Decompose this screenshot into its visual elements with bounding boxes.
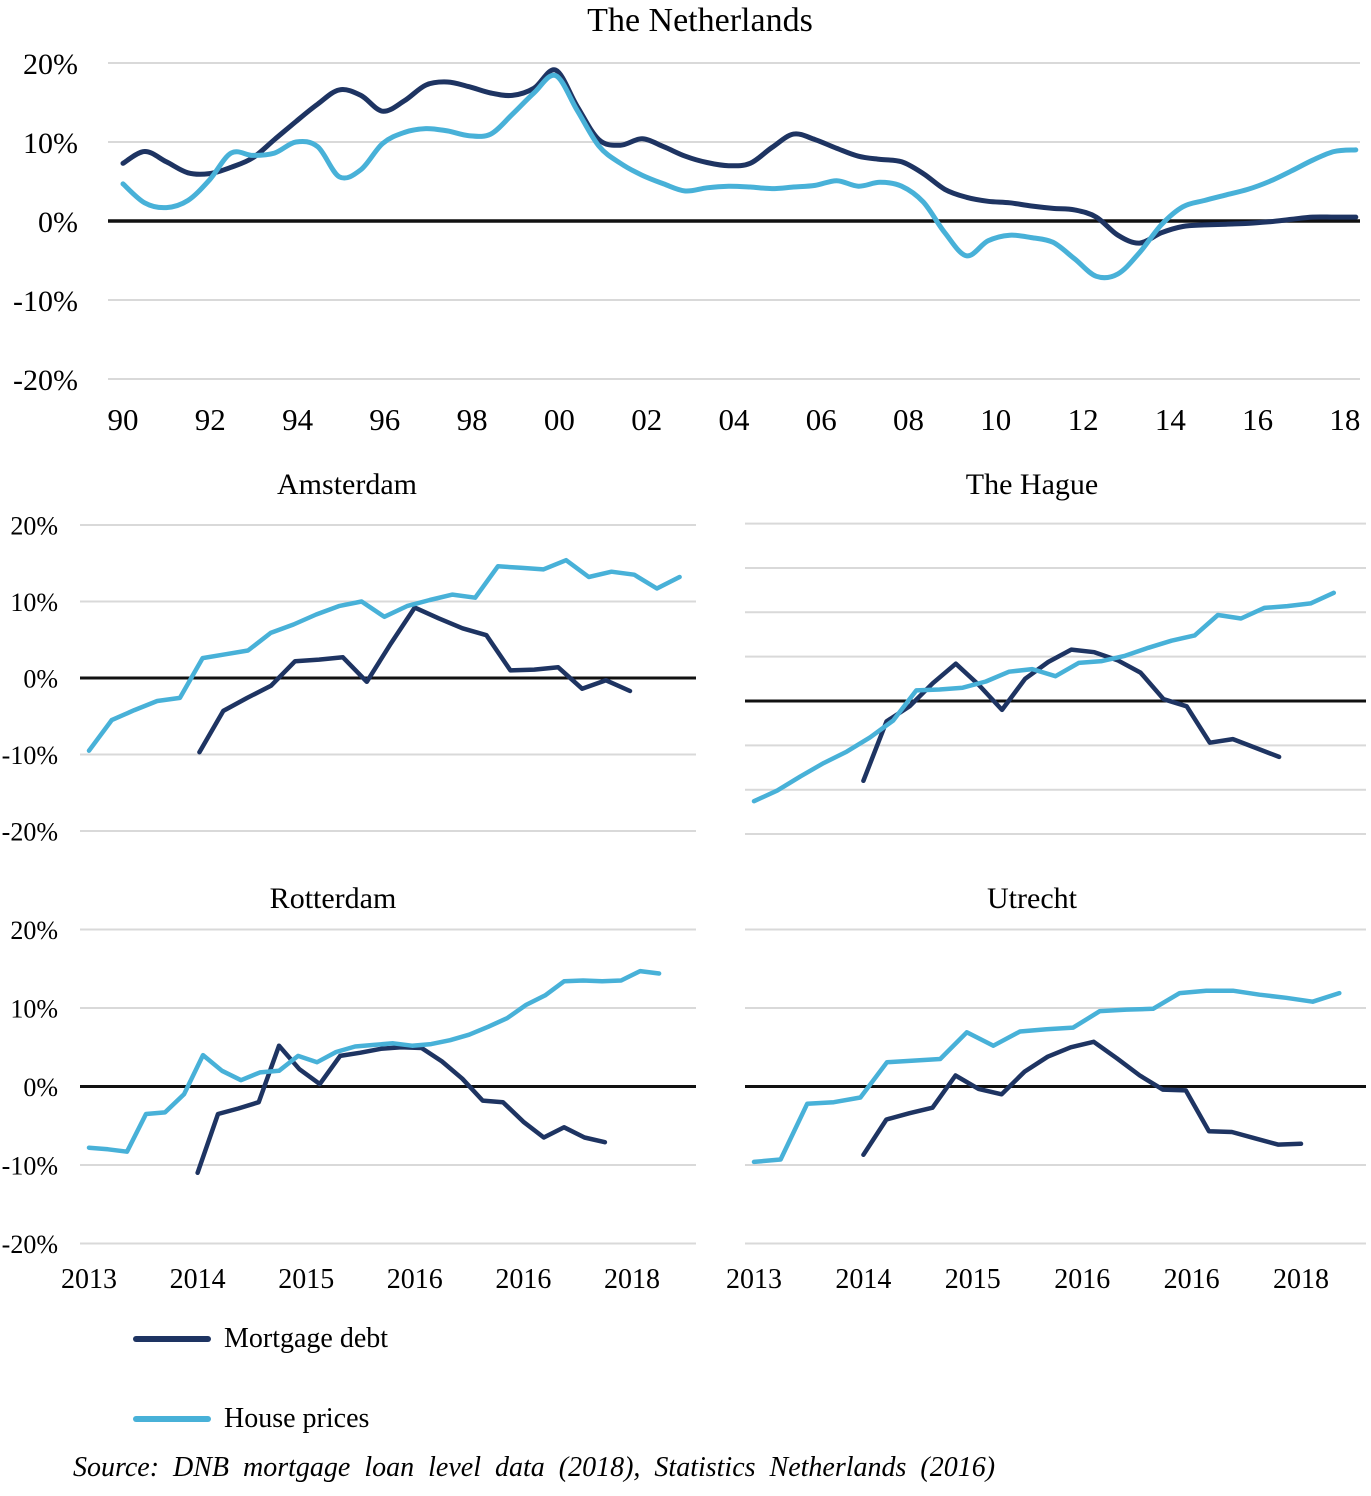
x-tick-label: 2018 [1273, 1264, 1329, 1295]
x-tick-label: 2016 [1164, 1264, 1220, 1295]
legend: Mortgage debt House prices [133, 1322, 388, 1482]
source-note: Source: DNB mortgage loan level data (20… [73, 1452, 996, 1483]
x-tick-label: 90 [108, 402, 139, 437]
x-tick-label: 12 [1068, 402, 1099, 437]
series-line-mortgage-debt [861, 647, 1282, 784]
series-line-mortgage-debt [861, 1039, 1304, 1158]
panel-title-rotterdam: Rotterdam [269, 882, 397, 915]
y-tick-label: 0% [23, 664, 58, 693]
x-tick-label: 04 [719, 402, 751, 437]
legend-label-mortgage-debt: Mortgage debt [224, 1323, 389, 1354]
x-tick-label: 2014 [835, 1264, 891, 1295]
x-tick-label: 14 [1155, 402, 1187, 437]
x-tick-label: 2014 [170, 1264, 226, 1295]
x-tick-label: 16 [1242, 402, 1273, 437]
x-tick-label: 10 [980, 402, 1011, 437]
series-line-house-prices [751, 988, 1342, 1165]
y-tick-label: 0% [23, 1073, 58, 1102]
mortgage-debt-line-swatch [133, 1336, 211, 1342]
y-tick-label: 20% [23, 48, 78, 81]
x-tick-label: 2013 [726, 1264, 782, 1295]
y-tick-label: 10% [10, 588, 58, 617]
series-line-house-prices [86, 968, 662, 1154]
x-tick-label: 96 [369, 402, 400, 437]
y-tick-label: 10% [10, 994, 58, 1023]
y-tick-label: -10% [13, 285, 78, 318]
panel-title-amsterdam: Amsterdam [277, 468, 417, 501]
house-prices-line-swatch [133, 1416, 211, 1422]
series-line-mortgage-debt [195, 1043, 608, 1176]
panel-title-the-hague: The Hague [965, 468, 1099, 501]
y-tick-label: -20% [2, 817, 58, 846]
legend-label-house-prices: House prices [224, 1403, 370, 1434]
legend-item-house-prices: House prices [133, 1402, 388, 1436]
x-tick-label: 94 [282, 402, 314, 437]
figure-title: The Netherlands [587, 2, 813, 39]
x-tick-label: 92 [195, 402, 226, 437]
series-line-house-prices [751, 590, 1337, 804]
x-tick-label: 2016 [387, 1264, 443, 1295]
panel-title-utrecht: Utrecht [987, 882, 1077, 915]
x-tick-label: 2015 [945, 1264, 1001, 1295]
legend-item-mortgage-debt: Mortgage debt [133, 1322, 388, 1356]
x-tick-label: 08 [893, 402, 924, 437]
y-tick-label: -20% [13, 364, 78, 397]
y-tick-label: -20% [2, 1230, 58, 1259]
x-tick-label: 18 [1329, 402, 1360, 437]
x-tick-label: 2016 [1054, 1264, 1110, 1295]
y-tick-label: -10% [2, 741, 58, 770]
y-tick-label: -10% [2, 1151, 58, 1180]
y-tick-label: 0% [38, 206, 78, 239]
x-tick-label: 2018 [604, 1264, 660, 1295]
x-tick-label: 02 [631, 402, 662, 437]
x-tick-label: 98 [457, 402, 488, 437]
x-tick-label: 2015 [278, 1264, 334, 1295]
y-tick-label: 20% [10, 916, 58, 945]
x-tick-label: 2016 [495, 1264, 551, 1295]
y-tick-label: 20% [10, 511, 58, 540]
x-tick-label: 06 [806, 402, 837, 437]
series-line-house-prices [120, 72, 1359, 281]
series-line-mortgage-debt [197, 605, 633, 755]
y-tick-label: 10% [23, 127, 78, 160]
x-tick-label: 2013 [61, 1264, 117, 1295]
x-tick-label: 00 [544, 402, 575, 437]
series-line-house-prices [86, 557, 682, 753]
